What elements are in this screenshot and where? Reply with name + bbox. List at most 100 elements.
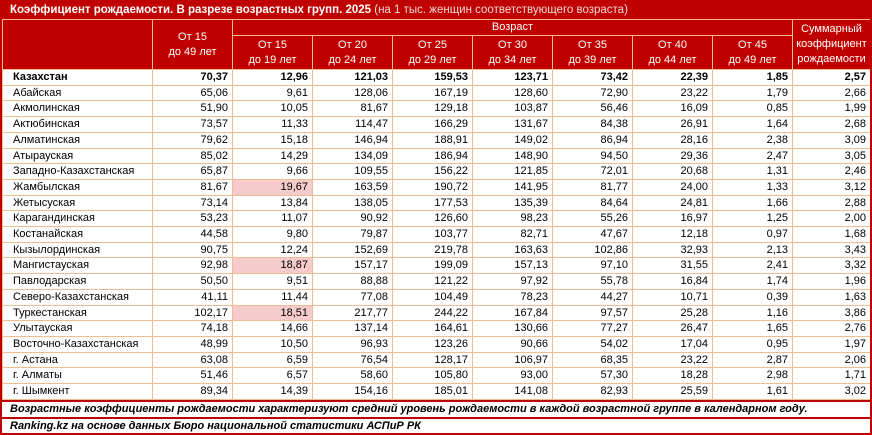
value-cell: 217,77 (312, 304, 393, 322)
table-row: Восточно-Казахстанская 48,99 10,50 96,93 123… (2, 335, 870, 353)
value-cell: 1,68 (792, 226, 870, 243)
value-cell: 130,66 (472, 320, 553, 337)
table-row: Актюбинская 73,57 11,33 114,47 166,29 131,67 8… (2, 116, 870, 133)
table-row: г. Астана 63,08 6,59 76,54 128,17 106,97 68,35… (2, 351, 870, 369)
col-header-age-group: От 25 до 29 лет (392, 35, 473, 70)
value-cell: 1,31 (712, 163, 793, 180)
value-cell: 1,66 (712, 194, 793, 212)
value-cell: 24,00 (632, 178, 713, 196)
value-cell: 12,18 (632, 226, 713, 243)
value-cell: 9,61 (232, 84, 313, 102)
table-row: Северо-Казахстанская 41,11 11,44 77,08 104,4… (2, 288, 870, 306)
value-cell: 73,14 (152, 194, 233, 212)
value-cell: 3,32 (792, 257, 870, 275)
value-cell: 97,57 (552, 304, 633, 322)
table-row: Мангистауская 92,98 18,87 157,17 199,09 157,1… (2, 257, 870, 275)
value-cell: 185,01 (392, 383, 473, 400)
footnote-text: Возрастные коэффициенты рождаемости хара… (2, 399, 870, 417)
value-cell: 3,86 (792, 304, 870, 322)
table-row: г. Шымкент 89,34 14,39 154,16 185,01 141,08 82… (2, 383, 870, 400)
region-cell: Карагандинская (2, 210, 153, 228)
value-cell: 121,03 (312, 69, 393, 86)
region-cell: Мангистауская (2, 257, 153, 275)
value-cell: 105,80 (392, 367, 473, 385)
value-cell: 106,97 (472, 351, 553, 369)
value-cell: 166,29 (392, 116, 473, 133)
value-cell: 2,06 (792, 351, 870, 369)
value-cell: 129,18 (392, 100, 473, 118)
value-cell: 177,53 (392, 194, 473, 212)
value-cell: 72,01 (552, 163, 633, 180)
value-cell: 1,99 (792, 100, 870, 118)
value-cell: 188,91 (392, 131, 473, 149)
value-cell: 94,50 (552, 147, 633, 165)
value-cell: 2,88 (792, 194, 870, 212)
region-cell: Актюбинская (2, 116, 153, 133)
value-cell: 44,27 (552, 288, 633, 306)
region-cell: Атырауская (2, 147, 153, 165)
value-cell: 53,23 (152, 210, 233, 228)
value-cell: 2,47 (712, 147, 793, 165)
region-cell: Алматинская (2, 131, 153, 149)
value-cell: 1,97 (792, 335, 870, 353)
value-cell: 41,11 (152, 288, 233, 306)
value-cell: 55,26 (552, 210, 633, 228)
value-cell: 6,59 (232, 351, 313, 369)
value-cell: 1,61 (712, 383, 793, 400)
value-cell: 65,87 (152, 163, 233, 180)
region-cell: Улытауская (2, 320, 153, 337)
value-cell: 72,90 (552, 84, 633, 102)
region-cell: Кызылординская (2, 241, 153, 259)
value-cell: 6,57 (232, 367, 313, 385)
value-cell: 56,46 (552, 100, 633, 118)
value-cell: 28,16 (632, 131, 713, 149)
value-cell: 2,57 (792, 69, 870, 86)
value-cell: 48,99 (152, 335, 233, 353)
value-cell: 1,71 (792, 367, 870, 385)
value-cell: 103,87 (472, 100, 553, 118)
value-cell: 93,00 (472, 367, 553, 385)
value-cell: 148,90 (472, 147, 553, 165)
region-cell: Туркестанская (2, 304, 153, 322)
table-row: Западно-Казахстанская 65,87 9,66 109,55 156,… (2, 163, 870, 180)
value-cell: 11,33 (232, 116, 313, 133)
value-cell: 90,75 (152, 241, 233, 259)
region-cell: Жамбылская (2, 178, 153, 196)
table-title-main: Коэффициент рождаемости. В разрезе возра… (10, 4, 372, 16)
table-row: Карагандинская 53,23 11,07 90,92 126,60 98,23… (2, 210, 870, 228)
value-cell: 10,05 (232, 100, 313, 118)
data-table: От 15 до 49 лет Возраст Суммарный коэффици… (2, 19, 870, 400)
col-header-age-group: От 40 до 44 лет (632, 35, 713, 70)
value-cell: 3,05 (792, 147, 870, 165)
col-header-total-15-49: От 15 до 49 лет (152, 19, 233, 70)
value-cell: 128,06 (312, 84, 393, 102)
value-cell: 81,67 (312, 100, 393, 118)
value-cell: 219,78 (392, 241, 473, 259)
value-cell: 9,51 (232, 273, 313, 290)
table-row: Казахстан 70,37 12,96 121,03 159,53 123,71 73,… (2, 69, 870, 86)
region-cell: Павлодарская (2, 273, 153, 290)
value-cell: 63,08 (152, 351, 233, 369)
value-cell: 3,09 (792, 131, 870, 149)
col-header-age-group: От 35 до 39 лет (552, 35, 633, 70)
value-cell: 1,16 (712, 304, 793, 322)
table-row: Кызылординская 90,75 12,24 152,69 219,78 163,… (2, 241, 870, 259)
value-cell: 128,17 (392, 351, 473, 369)
value-cell: 163,59 (312, 178, 393, 196)
value-cell: 81,77 (552, 178, 633, 196)
value-cell: 1,33 (712, 178, 793, 196)
value-cell: 84,38 (552, 116, 633, 133)
value-cell: 2,41 (712, 257, 793, 275)
value-cell: 10,50 (232, 335, 313, 353)
value-cell: 73,42 (552, 69, 633, 86)
value-cell: 51,90 (152, 100, 233, 118)
value-cell: 134,09 (312, 147, 393, 165)
value-cell: 2,87 (712, 351, 793, 369)
value-cell: 3,43 (792, 241, 870, 259)
value-cell: 76,54 (312, 351, 393, 369)
value-cell: 14,66 (232, 320, 313, 337)
value-cell: 3,02 (792, 383, 870, 400)
value-cell: 44,58 (152, 226, 233, 243)
value-cell: 98,23 (472, 210, 553, 228)
